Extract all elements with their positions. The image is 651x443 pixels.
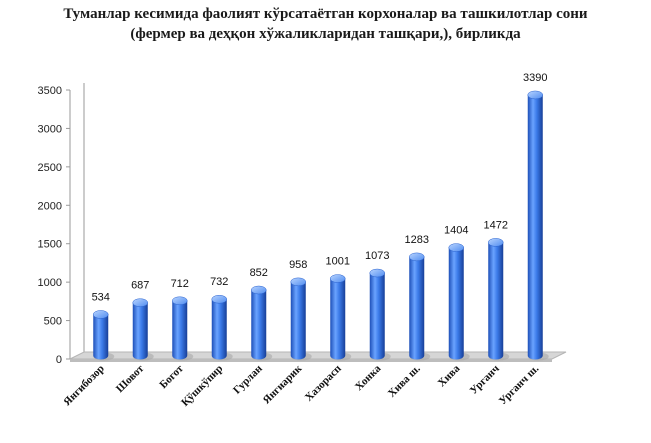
bar [409,252,431,361]
bar [251,285,273,361]
y-tick-label: 3000 [38,123,62,135]
bar [369,268,391,361]
bar [172,296,194,361]
data-label: 958 [289,259,307,271]
bar [488,238,510,361]
y-tick-label: 0 [56,354,62,366]
bar [527,90,549,361]
bar-body [488,242,504,360]
bar-body [290,281,306,360]
bar [448,243,470,361]
category-label: Хазорасп [303,362,345,404]
bar-body [330,278,346,360]
y-tick-label: 2000 [38,200,62,212]
data-label: 534 [92,291,110,303]
category-label: Қўшкўпир [179,363,225,409]
bar-cap [330,274,346,283]
y-tick-label: 1000 [38,277,62,289]
bar-body [448,247,464,360]
bar-cap [93,310,109,319]
data-label: 712 [171,278,189,290]
bar-cap [488,238,504,247]
data-label: 1472 [484,219,508,231]
category-label: Гурлан [231,362,265,396]
bar-cap [211,294,227,304]
data-label: 1073 [365,250,389,262]
bar-body [369,273,385,360]
y-tick-label: 1500 [38,239,62,251]
bar-body [527,94,543,360]
bar-body [93,314,109,360]
chart-floor-edge [70,359,552,362]
category-label: Янгиарик [261,362,305,406]
bar [211,294,233,361]
bar-cap [527,90,543,100]
data-label: 732 [210,276,228,288]
bar-cap [369,268,385,278]
category-label: Хива [436,362,463,389]
y-tick-label: 2500 [38,162,62,174]
axes-group: 0 500 1000 1500 2000 2500 3000 3500 [38,83,567,366]
category-label: Хонка [353,362,384,393]
chart-title: Туманлар кесимида фаолият кўрсатаётган к… [0,4,651,44]
bar [290,277,312,361]
bar-cap [172,296,188,306]
data-label: 3390 [523,72,547,84]
bars-group [93,90,549,361]
bar [132,298,154,361]
data-label: 1001 [326,256,350,268]
bar-cap [448,243,464,252]
category-label: Янгибозор [61,363,107,409]
data-label: 1404 [444,225,468,237]
bar [330,274,352,361]
bar-body [409,256,425,360]
data-label: 852 [250,267,268,279]
bar [93,310,115,361]
bar-body [251,290,267,360]
category-label: Хива ш. [386,362,423,399]
bar-body [211,299,227,360]
category-label: Богот [157,362,186,391]
chart-title-line-1: Туманлар кесимида фаолият кўрсатаётган к… [63,6,588,22]
category-label: Шовот [114,362,147,395]
bar-body [132,302,148,360]
bar-body [172,300,188,360]
bar-cap [251,285,267,295]
data-label: 687 [131,280,149,292]
y-tick-label: 500 [44,316,62,328]
bar-cap [132,298,148,307]
category-label: Урганч ш. [497,362,542,407]
bar-cap [409,252,425,262]
chart-title-line-2: (фермер ва деҳқон хўжаликларидан ташқари… [130,26,521,42]
data-label: 1283 [405,234,429,246]
category-label: Урганч [468,363,502,397]
bar-cap [290,277,306,287]
y-tick-label: 3500 [38,85,62,97]
